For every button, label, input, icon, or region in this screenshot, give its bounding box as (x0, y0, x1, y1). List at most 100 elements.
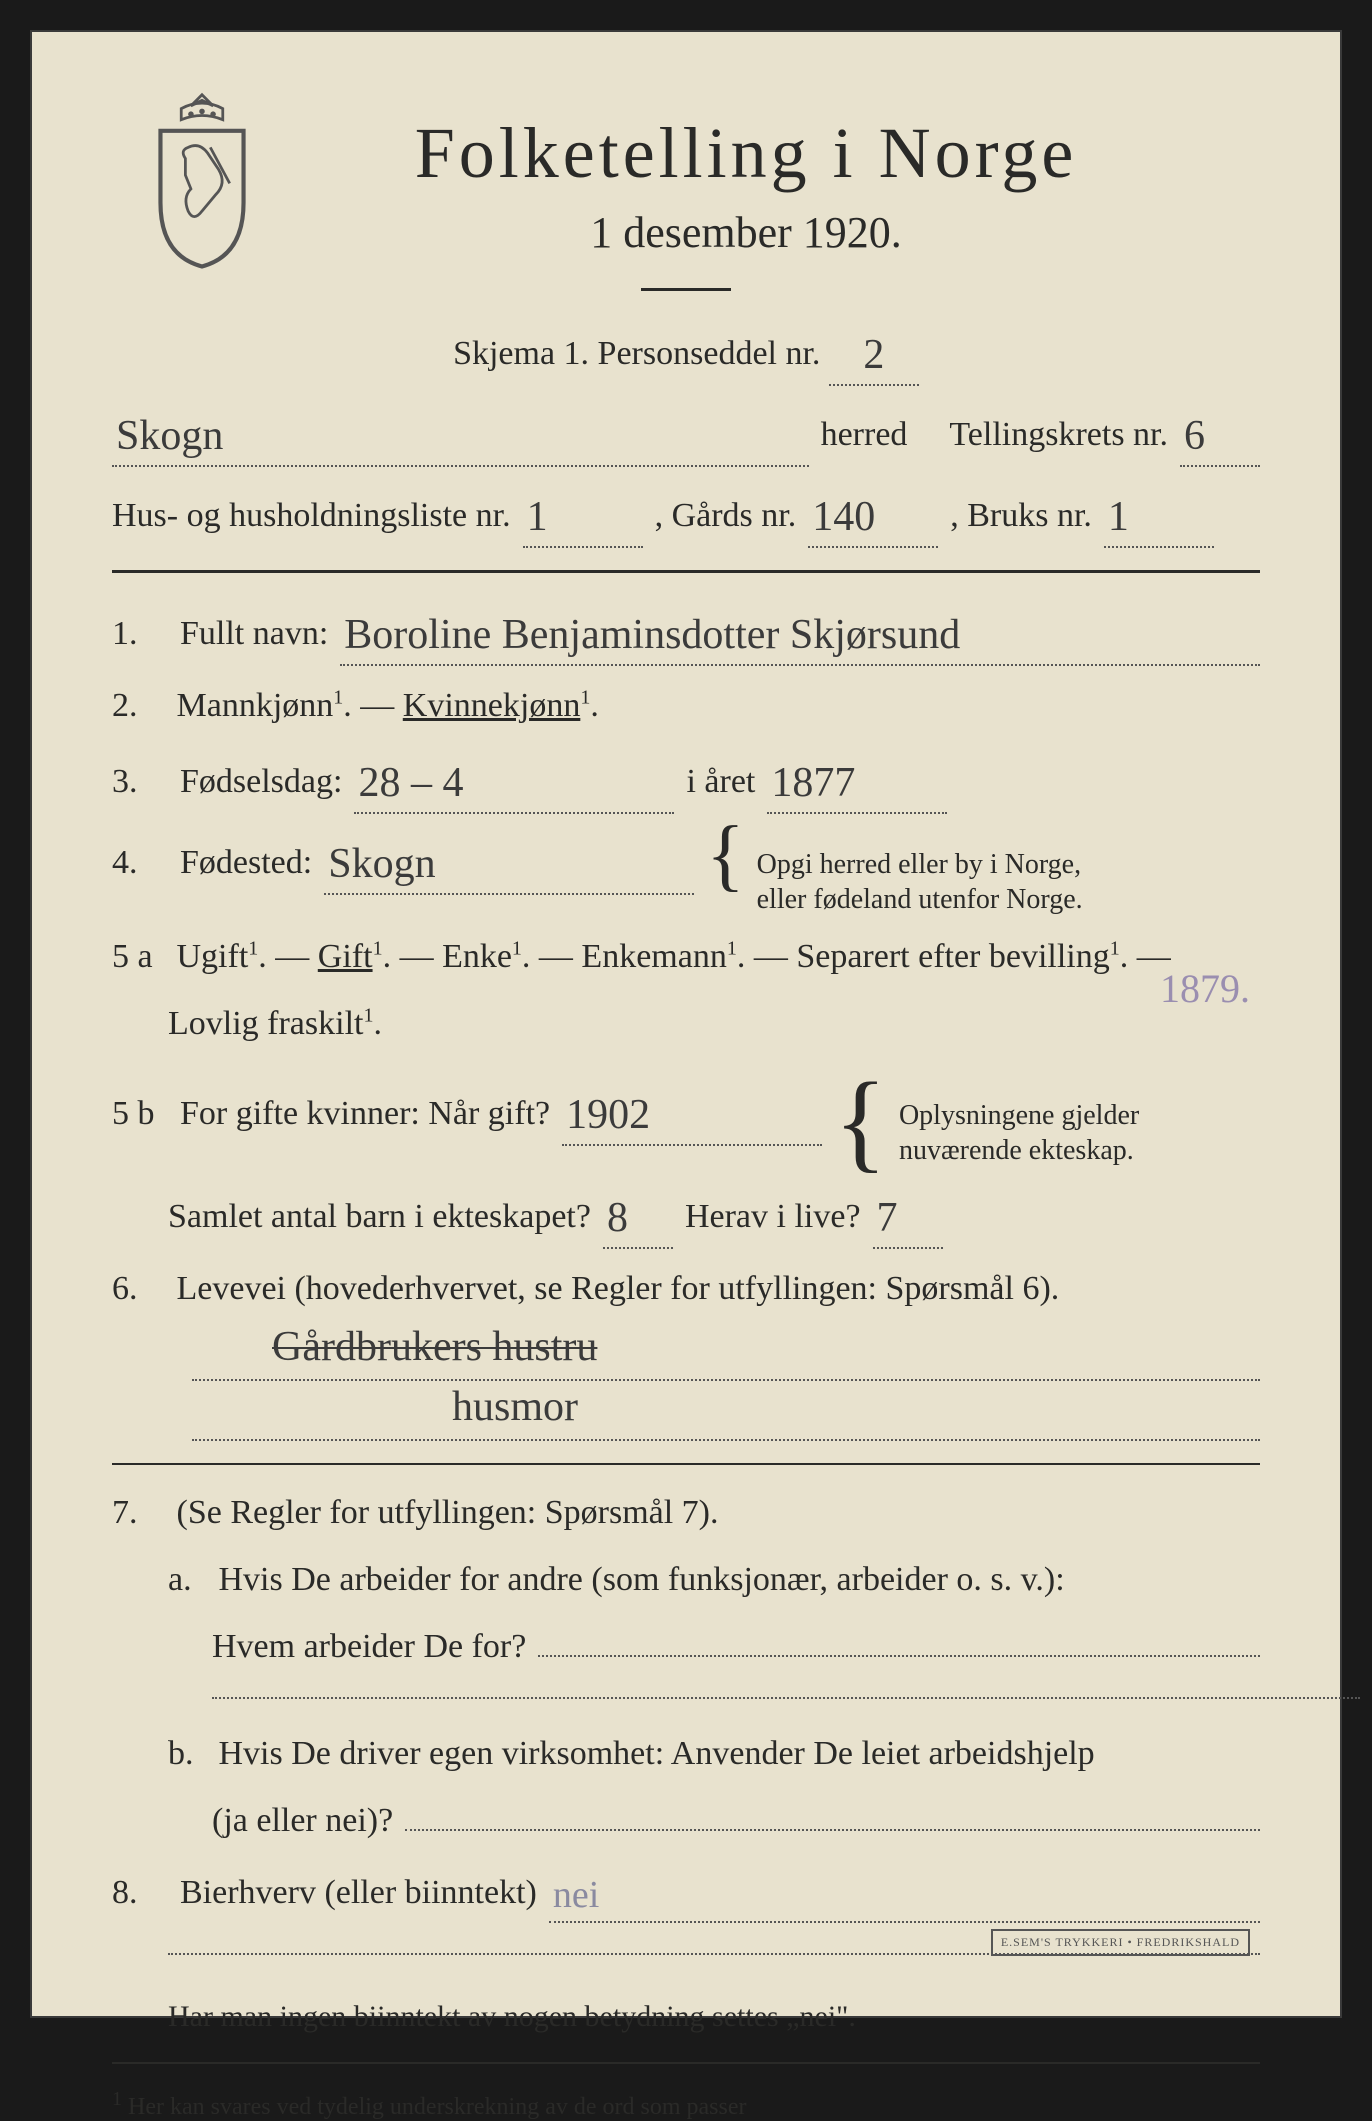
q6-label: Levevei (hovederhvervet, se Regler for u… (177, 1270, 1060, 1307)
q5b-margin-note: 1879. (1160, 958, 1250, 1020)
q6-line1-field[interactable]: Gårdbrukers hustru (192, 1329, 1260, 1381)
q8-label: Bierhverv (eller biinntekt) (180, 1867, 537, 1920)
q7-num: 7. (112, 1487, 168, 1540)
q5a-p2: . — (383, 938, 443, 975)
tellingskrets-value: 6 (1184, 413, 1205, 459)
q4-label: Fødested: (180, 837, 312, 890)
q3-year-value: 1877 (771, 760, 855, 806)
q4-note: Opgi herred eller by i Norge, eller føde… (757, 847, 1137, 917)
q6-line1-value: Gårdbrukers hustru (272, 1323, 597, 1371)
skjema-label: Skjema 1. Personseddel nr. (453, 335, 820, 372)
q8-value: nei (553, 1874, 599, 1916)
bruks-label: , Bruks nr. (950, 490, 1092, 543)
q3-day-field[interactable]: 28 – 4 (354, 747, 674, 814)
tellingskrets-label: Tellingskrets nr. (949, 409, 1168, 462)
q7a-row2: Hvem arbeider De for? (112, 1621, 1260, 1674)
tellingskrets-field[interactable]: 6 (1180, 400, 1260, 467)
q5a-row: 5 a Ugift1. — Gift1. — Enke1. — Enkemann… (112, 931, 1260, 984)
q2-sup2: 1 (580, 687, 590, 709)
q8-field[interactable]: nei (549, 1862, 1260, 1923)
q7a-num: a. (168, 1554, 210, 1607)
q7b-row1: b. Hvis De driver egen virksomhet: Anven… (112, 1728, 1260, 1781)
q2-row: 2. Mannkjønn1. — Kvinnekjønn1. (112, 680, 1260, 733)
q5b-label3: Herav i live? (685, 1191, 861, 1244)
q7b-num: b. (168, 1728, 210, 1781)
hint-row: Har man ingen biinntekt av nogen betydni… (112, 1994, 1260, 2041)
q5b-barn-field[interactable]: 8 (603, 1182, 673, 1249)
q5b-label1: For gifte kvinner: Når gift? (180, 1088, 550, 1141)
q5b-live-field[interactable]: 7 (873, 1182, 943, 1249)
q5b-barn-value: 8 (607, 1195, 628, 1241)
q5a-p1: . — (258, 938, 318, 975)
q5a-s6: 1 (363, 1005, 373, 1027)
q2-kvinne[interactable]: Kvinnekjønn (403, 687, 581, 724)
printer-stamp: E.SEM'S TRYKKERI • FREDRIKSHALD (991, 1929, 1250, 1956)
divider-short (641, 288, 731, 291)
brace-icon-2: { (834, 1099, 887, 1143)
q1-row: 1. Fullt navn: Boroline Benjaminsdotter … (112, 599, 1260, 666)
q7b-label1: Hvis De driver egen virksomhet: Anvender… (219, 1735, 1095, 1772)
q5a-enkemann[interactable]: Enkemann (581, 938, 726, 975)
q6-line2-value: husmor (452, 1383, 578, 1431)
q5a-num: 5 a (112, 931, 168, 984)
q7a-label1: Hvis De arbeider for andre (som funksjon… (219, 1561, 1065, 1598)
q5b-note: Oplysningene gjelder nuværende ekteskap. (899, 1098, 1159, 1168)
q3-day-value: 28 – 4 (358, 760, 463, 806)
q5b-year-value: 1902 (566, 1092, 650, 1138)
q4-num: 4. (112, 837, 168, 890)
q3-label: Fødselsdag: (180, 756, 342, 809)
q2-sup1: 1 (333, 687, 343, 709)
q5b-live-value: 7 (877, 1195, 898, 1241)
q5a-p3: . — (522, 938, 582, 975)
q1-num: 1. (112, 608, 168, 661)
hus-nr-value: 1 (527, 494, 548, 540)
q5a-p4: . — (737, 938, 797, 975)
q7b-field[interactable] (405, 1829, 1260, 1831)
divider-footer (112, 2062, 1260, 2064)
gards-nr-field[interactable]: 140 (808, 481, 938, 548)
personseddel-nr-value: 2 (863, 332, 884, 378)
q3-year-field[interactable]: 1877 (767, 747, 947, 814)
q5a-s1: 1 (248, 938, 258, 960)
q5a-enke[interactable]: Enke (442, 938, 512, 975)
q7-label: (Se Regler for utfyllingen: Spørsmål 7). (177, 1494, 719, 1531)
q5a-fraskilt[interactable]: Lovlig fraskilt (168, 1005, 363, 1042)
q5a-separert[interactable]: Separert efter bevilling (796, 938, 1109, 975)
row-personseddel: Skjema 1. Personseddel nr. 2 (112, 319, 1260, 386)
brace-icon: { (706, 839, 744, 871)
q5a-ugift[interactable]: Ugift (177, 938, 249, 975)
q5b-row1: 5 b For gifte kvinner: Når gift? 1902 { … (112, 1065, 1260, 1168)
gards-label: , Gårds nr. (655, 490, 797, 543)
q5a-gift[interactable]: Gift (318, 938, 373, 975)
q1-field[interactable]: Boroline Benjaminsdotter Skjørsund (340, 599, 1260, 666)
hus-label: Hus- og husholdningsliste nr. (112, 490, 511, 543)
bruks-nr-field[interactable]: 1 (1104, 481, 1214, 548)
q5a-s2: 1 (373, 938, 383, 960)
q4-field[interactable]: Skogn (324, 828, 694, 895)
q7a-field[interactable] (538, 1655, 1260, 1657)
q5a-p6: . (373, 1005, 382, 1042)
census-form-page: Folketelling i Norge 1 desember 1920. Sk… (30, 30, 1342, 2018)
coat-of-arms-icon (132, 92, 272, 272)
personseddel-nr-field[interactable]: 2 (829, 319, 919, 386)
q2-dot2: . (590, 687, 599, 724)
divider-thin (112, 1463, 1260, 1465)
q7b-row2: (ja eller nei)? (112, 1795, 1260, 1848)
q5b-year-field[interactable]: 1902 (562, 1079, 822, 1146)
q7a-line2[interactable] (212, 1697, 1360, 1699)
q8-row: 8. Bierhverv (eller biinntekt) nei (112, 1862, 1260, 1923)
q6-row: 6. Levevei (hovederhvervet, se Regler fo… (112, 1263, 1260, 1316)
herred-value: Skogn (116, 413, 223, 459)
hus-nr-field[interactable]: 1 (523, 481, 643, 548)
form-subtitle: 1 desember 1920. (232, 207, 1260, 258)
row-hus-gards-bruks: Hus- og husholdningsliste nr. 1 , Gårds … (112, 481, 1260, 548)
footnote-text: Her kan svares ved tydelig underskreknin… (128, 2094, 747, 2120)
q5a-s5: 1 (1110, 938, 1120, 960)
q8-num: 8. (112, 1867, 168, 1920)
q2-mann[interactable]: Mannkjønn (177, 687, 334, 724)
row-herred: Skogn herred Tellingskrets nr. 6 (112, 400, 1260, 467)
q6-num: 6. (112, 1263, 168, 1316)
q1-label: Fullt navn: (180, 608, 328, 661)
q6-line2-field[interactable]: husmor (192, 1389, 1260, 1441)
herred-field[interactable]: Skogn (112, 400, 809, 467)
